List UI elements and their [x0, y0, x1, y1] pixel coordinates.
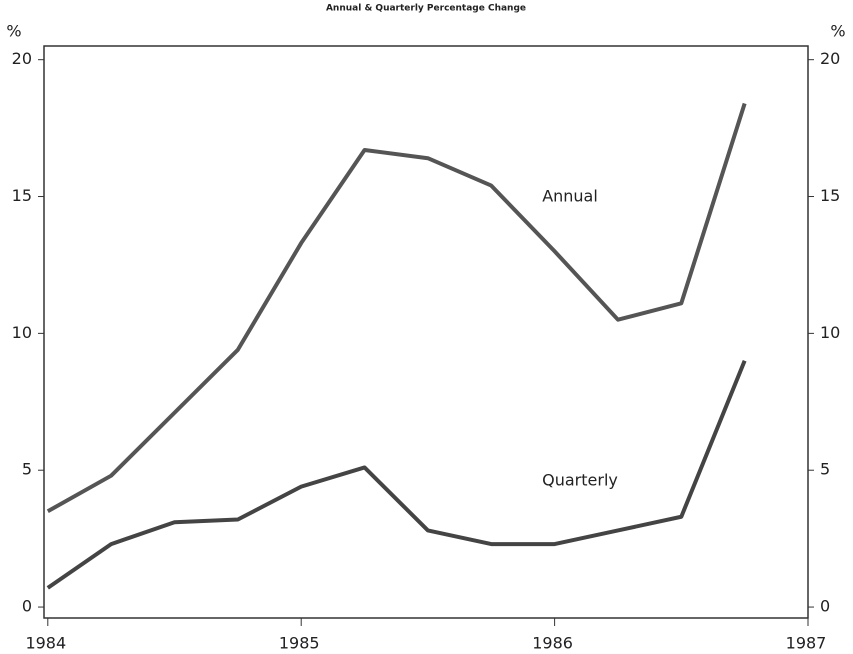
- plot-frame: [43, 45, 809, 619]
- x-tick-label: 1987: [786, 634, 827, 653]
- y2-tick-label: 5: [820, 460, 830, 479]
- y2-tick-label: 20: [820, 49, 840, 68]
- y2-tick-label: 0: [820, 597, 830, 616]
- y-axis-label: %: [6, 22, 21, 41]
- y-tick-label: 0: [22, 597, 32, 616]
- y-tick-label: 10: [12, 323, 32, 342]
- y-tick-label: 15: [12, 186, 32, 205]
- x-tick-label: 1986: [532, 634, 573, 653]
- x-tick-label: 1985: [279, 634, 320, 653]
- series-label: Quarterly: [542, 471, 618, 490]
- y2-tick-label: 10: [820, 323, 840, 342]
- x-tick-label: 1984: [25, 634, 66, 653]
- chart-title: Annual & Quarterly Percentage Change: [326, 4, 526, 14]
- line-series: [46, 102, 747, 514]
- y2-axis-label: %: [830, 22, 845, 41]
- series-label: Annual: [542, 187, 598, 206]
- y2-tick-label: 15: [820, 186, 840, 205]
- y-tick-label: 5: [22, 460, 32, 479]
- line-series: [46, 359, 747, 590]
- y-tick-label: 20: [12, 49, 32, 68]
